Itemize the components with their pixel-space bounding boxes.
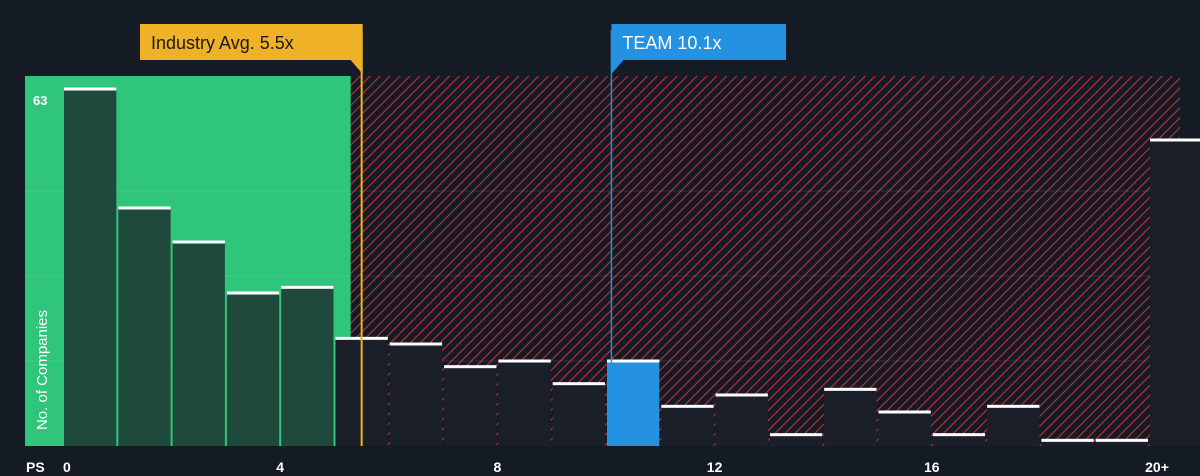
bar-cap <box>1150 138 1200 142</box>
histogram-bars <box>64 87 1200 446</box>
histogram-bar <box>444 366 497 446</box>
histogram-bar <box>1095 440 1148 446</box>
x-tick-labels: 0 4 8 12 16 20+ <box>63 459 1169 475</box>
histogram-bar <box>64 89 117 446</box>
marker-lines <box>360 30 613 446</box>
bar-cap <box>661 404 714 408</box>
histogram-bar <box>607 361 660 446</box>
x-tick-label: 8 <box>494 459 502 475</box>
histogram-bar <box>661 406 714 446</box>
bar-cap <box>118 206 171 210</box>
x-tick-label: 0 <box>63 459 71 475</box>
bar-cap <box>769 433 823 437</box>
y-axis-title: No. of Companies <box>34 310 51 430</box>
callouts: Industry Avg. 5.5x TEAM 10.1x <box>140 24 786 74</box>
histogram-bar <box>878 412 931 446</box>
bar-cap <box>498 359 551 363</box>
industry-avg-callout-box <box>140 24 363 74</box>
histogram-bar <box>1041 440 1094 446</box>
bar-cap <box>932 433 986 437</box>
histogram-bar <box>824 389 877 446</box>
company-callout-box <box>611 24 786 74</box>
bar-cap <box>552 382 605 386</box>
industry-avg-label: Industry Avg. 5.5x <box>151 33 294 53</box>
bar-cap <box>1041 438 1094 442</box>
x-axis-title: PS <box>26 459 45 475</box>
bar-cap <box>607 359 660 363</box>
bar-cap <box>444 365 497 369</box>
histogram-bar <box>1150 140 1200 446</box>
histogram-bar <box>932 434 986 446</box>
bar-cap <box>824 387 877 391</box>
company-callout: TEAM 10.1x <box>611 24 786 74</box>
histogram-bar <box>552 383 605 446</box>
x-tick-label: 16 <box>924 459 940 475</box>
histogram-bar <box>118 208 171 446</box>
bar-cap <box>389 342 443 346</box>
histogram-bar <box>498 361 551 446</box>
bar-cap <box>715 393 768 397</box>
bar-cap <box>226 291 280 295</box>
histogram-bar <box>172 242 225 446</box>
x-tick-label: 4 <box>276 459 284 475</box>
x-tick-label: 12 <box>707 459 723 475</box>
bar-cap <box>172 240 225 244</box>
histogram-bar <box>769 434 823 446</box>
x-tick-label: 20+ <box>1145 459 1169 475</box>
company-ps-label: TEAM 10.1x <box>622 33 721 53</box>
bar-cap <box>987 404 1040 408</box>
histogram-bar <box>281 287 334 446</box>
bar-cap <box>878 410 931 414</box>
histogram-bar <box>389 344 443 446</box>
bar-cap <box>64 87 117 91</box>
histogram-bar <box>226 293 280 446</box>
bar-cap <box>281 285 334 289</box>
histogram-bar <box>715 395 768 446</box>
y-max-label: 63 <box>33 93 47 108</box>
industry-avg-callout: Industry Avg. 5.5x <box>140 24 363 74</box>
bar-cap <box>1095 438 1148 442</box>
axes: 63 No. of Companies PS <box>26 93 51 475</box>
histogram-bar <box>987 406 1040 446</box>
